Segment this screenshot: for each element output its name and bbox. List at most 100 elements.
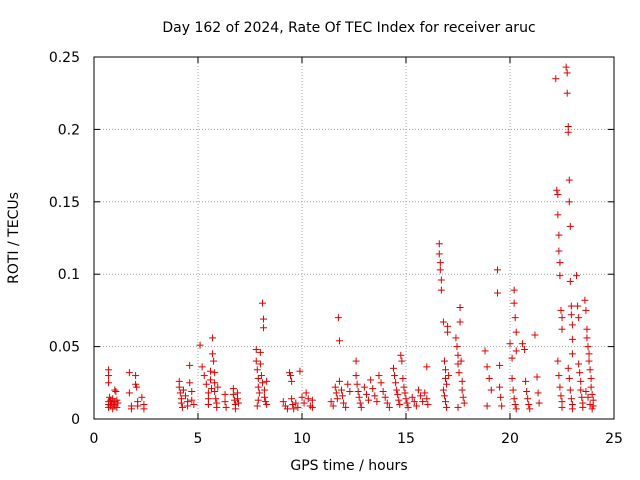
data-point xyxy=(496,361,504,369)
data-point xyxy=(253,366,261,374)
data-point xyxy=(566,222,574,230)
data-point xyxy=(261,393,269,401)
data-point xyxy=(439,386,447,394)
data-point xyxy=(585,350,593,358)
data-point xyxy=(554,211,562,219)
data-point xyxy=(524,395,532,403)
data-point xyxy=(202,380,210,388)
data-point xyxy=(327,398,335,406)
data-point xyxy=(235,399,243,407)
data-point xyxy=(290,405,298,413)
data-point xyxy=(357,403,365,411)
data-point xyxy=(261,386,269,394)
data-point xyxy=(188,396,196,404)
data-point xyxy=(253,402,261,410)
data-point xyxy=(346,387,354,395)
data-point xyxy=(485,374,493,382)
data-point xyxy=(414,386,422,394)
data-point xyxy=(198,363,206,371)
data-point xyxy=(498,402,506,410)
data-point xyxy=(302,389,310,397)
data-point xyxy=(395,396,403,404)
data-point xyxy=(256,360,264,368)
data-point xyxy=(518,340,526,348)
data-point xyxy=(231,405,239,413)
data-point xyxy=(329,402,337,410)
data-point xyxy=(487,386,495,394)
data-point xyxy=(208,385,216,393)
data-point xyxy=(444,328,452,336)
data-point xyxy=(340,399,348,407)
data-point xyxy=(377,379,385,387)
data-point xyxy=(292,399,300,407)
data-points xyxy=(105,63,597,413)
axis-ticks: 0 5 10 15 20 25 0 0.05 0.1 0.15 0.2 0.25 xyxy=(49,50,623,447)
data-point xyxy=(442,398,450,406)
data-point xyxy=(258,299,266,307)
data-point xyxy=(177,399,185,407)
data-point xyxy=(509,386,517,394)
data-point xyxy=(394,390,402,398)
data-point xyxy=(352,357,360,365)
data-point xyxy=(408,393,416,401)
x-tick-label: 15 xyxy=(397,431,415,447)
x-tick-label: 0 xyxy=(90,431,99,447)
data-point xyxy=(445,372,453,380)
data-point xyxy=(459,393,467,401)
y-tick-label: 0.2 xyxy=(58,122,80,138)
data-point xyxy=(454,403,462,411)
data-point xyxy=(188,387,196,395)
data-point xyxy=(175,383,183,391)
data-point xyxy=(335,377,343,385)
data-point xyxy=(133,383,141,391)
data-point xyxy=(587,374,595,382)
data-point xyxy=(229,390,237,398)
data-point xyxy=(443,403,451,411)
data-point xyxy=(360,383,368,391)
data-point xyxy=(523,387,531,395)
data-point xyxy=(222,403,230,411)
chart-title: Day 162 of 2024, Rate Of TEC Index for r… xyxy=(162,20,535,36)
data-point xyxy=(440,357,448,365)
data-point xyxy=(182,392,190,400)
data-point xyxy=(138,393,146,401)
data-point xyxy=(568,405,576,413)
data-point xyxy=(557,306,565,314)
x-tick-label: 20 xyxy=(501,431,519,447)
data-point xyxy=(221,390,229,398)
data-point xyxy=(402,395,410,403)
data-point xyxy=(367,376,375,384)
data-point xyxy=(556,383,564,391)
data-point xyxy=(371,392,379,400)
data-point xyxy=(296,367,304,375)
data-point xyxy=(255,389,263,397)
data-point xyxy=(210,357,218,365)
data-point xyxy=(582,306,590,314)
data-point xyxy=(453,343,461,351)
data-point xyxy=(234,395,242,403)
data-point xyxy=(105,379,113,387)
data-point xyxy=(410,398,418,406)
data-point xyxy=(566,277,574,285)
data-point xyxy=(442,366,450,374)
data-point xyxy=(209,334,217,342)
data-point xyxy=(186,379,194,387)
data-point xyxy=(510,286,518,294)
data-point xyxy=(508,374,516,382)
data-point xyxy=(455,369,463,377)
data-point xyxy=(111,386,119,394)
data-point xyxy=(397,351,405,359)
data-point xyxy=(496,383,504,391)
data-point xyxy=(421,389,429,397)
data-point xyxy=(385,403,393,411)
data-point xyxy=(439,318,447,326)
data-point xyxy=(511,314,519,322)
data-point xyxy=(497,393,505,401)
data-point xyxy=(332,389,340,397)
data-point xyxy=(494,289,502,297)
data-point xyxy=(204,401,212,409)
data-point xyxy=(113,403,121,411)
data-point xyxy=(362,390,370,398)
data-point xyxy=(564,128,572,136)
